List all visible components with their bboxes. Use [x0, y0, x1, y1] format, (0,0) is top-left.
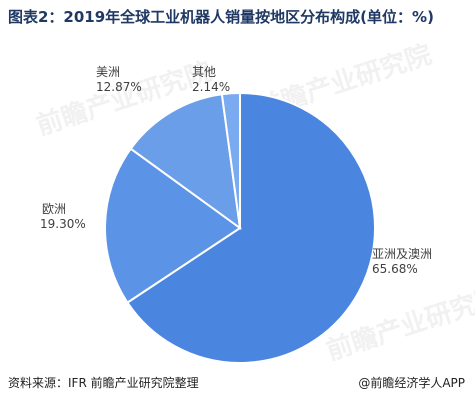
slice-other	[220, 91, 241, 229]
label-other: 其他2.14%	[192, 65, 230, 94]
slice-label-value: 65.68%	[372, 262, 418, 276]
slice-americas	[129, 93, 242, 231]
source-note: 资料来源：IFR 前瞻产业研究院整理	[8, 376, 199, 390]
slice-asia-australia	[126, 91, 376, 364]
slice-label-value: 12.87%	[96, 80, 142, 94]
slice-europe	[104, 147, 242, 304]
slice-label-value: 19.30%	[40, 217, 86, 231]
brand-credit: @前瞻经济学人APP	[358, 376, 465, 390]
slice-label-name: 欧洲	[42, 202, 66, 216]
slice-label-name: 亚洲及澳洲	[372, 247, 432, 261]
slice-label-name: 美洲	[96, 65, 120, 79]
slice-label-value: 2.14%	[192, 80, 230, 94]
slice-label-name: 其他	[192, 65, 216, 79]
pie-slices	[104, 91, 376, 364]
chart-title: 图表2：2019年全球工业机器人销量按地区分布构成(单位：%)	[8, 8, 434, 26]
